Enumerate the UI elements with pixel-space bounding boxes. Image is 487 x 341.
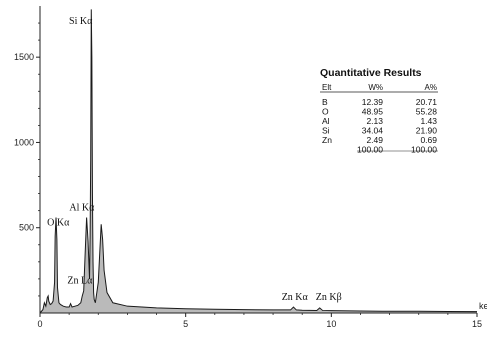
spectrum-fill-0	[40, 9, 477, 313]
results-cell-1-0: O	[322, 107, 329, 117]
results-cell-3-0: Si	[322, 126, 330, 136]
results-cell-1-2: 55.28	[416, 107, 438, 117]
x-axis-label: ke	[479, 301, 487, 311]
peak-label-0: Si Kα	[69, 16, 93, 27]
results-cell-3-2: 21.90	[416, 126, 438, 136]
x-tick-label-2: 10	[326, 319, 336, 329]
results-cell-5-2: 100.00	[411, 145, 437, 155]
results-cell-1-1: 48.95	[362, 107, 384, 117]
results-cell-2-0: Al	[322, 116, 330, 126]
results-title: Quantitative Results	[320, 67, 422, 79]
results-cell-5-1: 100.00	[357, 145, 383, 155]
y-tick-label-1: 1000	[14, 137, 34, 147]
results-cell-4-0: Zn	[322, 135, 332, 145]
peak-label-5: Zn Kβ	[316, 292, 342, 303]
results-cell-0-1: 12.39	[362, 97, 384, 107]
axes: ke	[39, 6, 487, 314]
results-header-elt: Elt	[322, 83, 332, 92]
results-header-w: W%	[368, 83, 383, 92]
peak-label-4: Zn Kα	[282, 292, 309, 303]
peak-label-3: Zn Lα	[67, 276, 93, 287]
results-cell-0-0: B	[322, 97, 328, 107]
results-cell-0-2: 20.71	[416, 97, 438, 107]
results-cell-4-2: 0.69	[420, 135, 437, 145]
peak-label-2: O Kα	[47, 217, 70, 228]
results-cell-2-2: 1.43	[420, 116, 437, 126]
ticks: 0 5 10 15 500 1000 1500	[14, 22, 482, 329]
quantitative-results-table: Quantitative Results Elt W% A% B 12.39 20.…	[320, 67, 438, 155]
x-tick-label-1: 5	[183, 319, 188, 329]
y-tick-label-0: 500	[19, 223, 34, 233]
x-tick-label-3: 15	[472, 319, 482, 329]
peak-label-1: Al Kα	[69, 202, 95, 213]
spectrum-line-0	[39, 9, 478, 314]
results-cell-3-1: 34.04	[362, 126, 384, 136]
y-tick-label-2: 1500	[14, 52, 34, 62]
peak-labels: Si Kα Al Kα O Kα Zn Lα Zn Kα Zn Kβ	[47, 16, 342, 303]
x-tick-label-0: 0	[37, 319, 42, 329]
plot-area	[39, 9, 478, 314]
results-header-a: A%	[425, 83, 437, 92]
results-cell-2-1: 2.13	[366, 116, 383, 126]
results-cell-4-1: 2.49	[366, 135, 383, 145]
